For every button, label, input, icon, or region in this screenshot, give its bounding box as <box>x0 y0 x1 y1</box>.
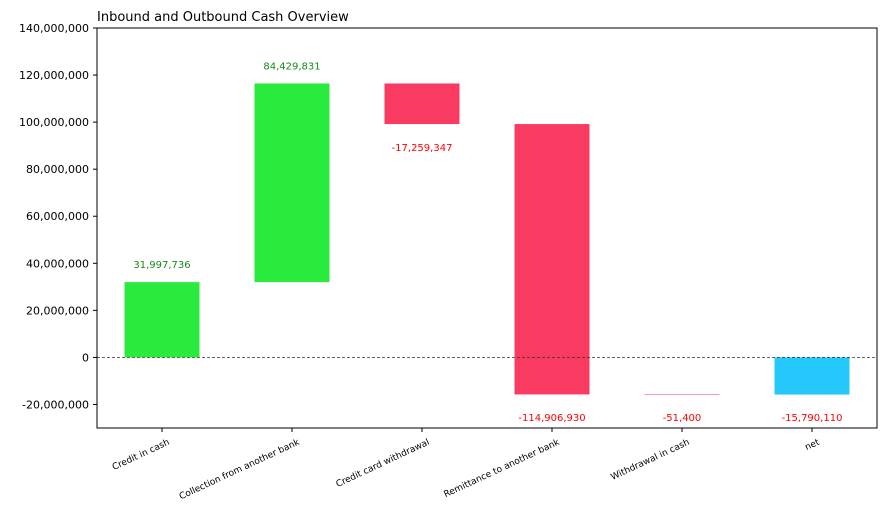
x-tick-label: Credit card withdrawal <box>335 438 432 490</box>
data-label: -15,790,110 <box>782 413 843 424</box>
x-tick-label: net <box>804 437 822 453</box>
y-tick-label: 40,000,000 <box>26 257 89 270</box>
data-label: -17,259,347 <box>392 143 453 154</box>
x-tick-label: Remittance to another bank <box>443 437 562 500</box>
y-tick-label: 20,000,000 <box>26 304 89 317</box>
bar <box>254 83 330 283</box>
bar <box>124 282 200 358</box>
x-tick-label: Credit in cash <box>111 438 171 473</box>
x-tick-label: Withdrawal in cash <box>610 438 692 483</box>
bar <box>774 357 850 395</box>
y-tick-label: 140,000,000 <box>19 22 89 35</box>
chart-title: Inbound and Outbound Cash Overview <box>97 10 349 25</box>
bar <box>644 394 720 395</box>
data-label: 84,429,831 <box>263 61 320 72</box>
data-label: -51,400 <box>663 413 702 424</box>
y-tick-label: 60,000,000 <box>26 210 89 223</box>
y-tick-label: 100,000,000 <box>19 116 89 129</box>
x-tick-label: Collection from another bank <box>178 437 302 502</box>
plot-area: -20,000,000 0 20,000,000 40,000,000 60,000,0… <box>19 22 878 502</box>
data-label: 31,997,736 <box>133 260 190 271</box>
bar <box>514 124 590 395</box>
plot-frame <box>96 27 878 429</box>
bar <box>384 83 460 125</box>
y-tick-label: 80,000,000 <box>26 163 89 176</box>
y-tick-label: -20,000,000 <box>22 398 89 411</box>
data-label: -114,906,930 <box>518 413 585 424</box>
y-tick-label: 0 <box>82 351 89 364</box>
y-tick-label: 120,000,000 <box>19 69 89 82</box>
